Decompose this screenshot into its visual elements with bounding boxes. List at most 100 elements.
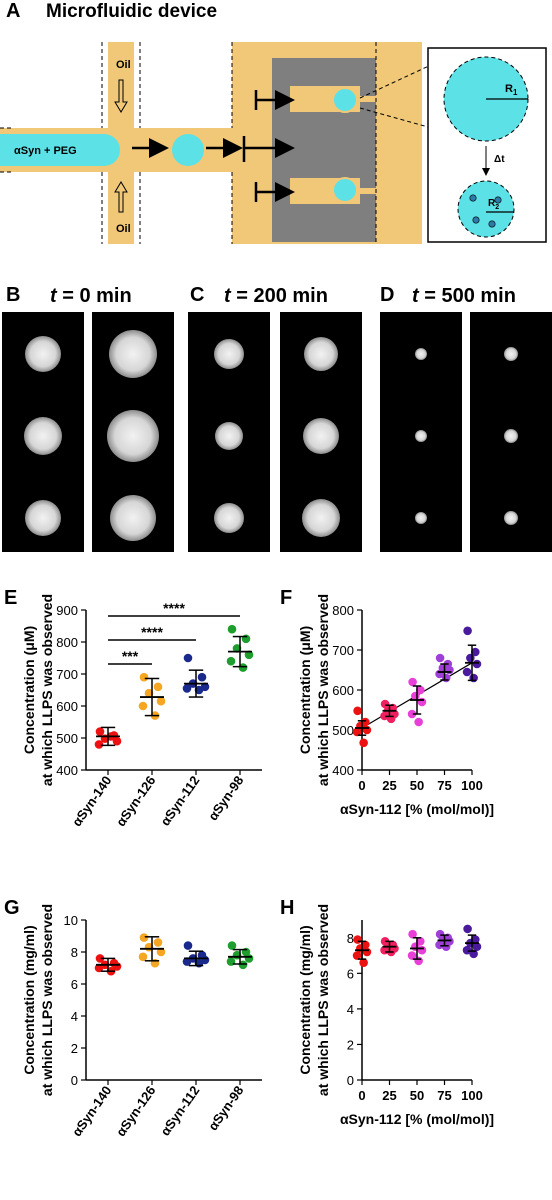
droplet-image (504, 511, 518, 525)
microfluidic-device-diagram: αSyn + PEG Oil Oil R1 Δt R2 (0, 42, 547, 244)
y-tick-label: 900 (56, 603, 78, 618)
inset-droplet-small (457, 180, 515, 238)
data-point (353, 706, 362, 716)
data-point (407, 951, 417, 960)
data-point (95, 727, 105, 736)
droplet-image (504, 429, 518, 443)
svg-text:R1: R1 (505, 83, 518, 97)
data-point (138, 952, 148, 962)
droplet-image (25, 336, 61, 372)
y-tick-label: 4 (71, 1009, 78, 1024)
x-tick-label: 75 (437, 778, 451, 793)
data-point (472, 942, 482, 951)
microscopy-pane (470, 312, 552, 552)
data-point (463, 924, 472, 934)
panel-letter: G (4, 900, 20, 919)
y-axis-label: at which LLPS was observed (315, 594, 331, 786)
data-point (435, 653, 445, 663)
data-point (232, 644, 242, 653)
data-point (411, 691, 420, 701)
data-point (471, 647, 480, 657)
data-point (112, 736, 122, 746)
data-point (226, 656, 236, 666)
data-point (238, 960, 248, 970)
data-point (244, 954, 254, 963)
y-axis-label: Concentration (μM) (297, 626, 313, 754)
x-axis-label: αSyn-112 [% (mol/mol)] (340, 1111, 494, 1127)
data-point (445, 665, 454, 675)
data-point (407, 709, 417, 719)
category-label: αSyn-112 (157, 773, 202, 828)
y-tick-label: 600 (56, 699, 78, 714)
droplet-image (110, 495, 156, 541)
x-tick-label: 25 (382, 1088, 396, 1103)
inlet-stream (0, 134, 120, 166)
y-tick-label: 2 (347, 1037, 354, 1052)
panel-letter: F (280, 590, 292, 609)
data-point (380, 699, 390, 709)
category-label: αSyn-98 (205, 773, 246, 823)
droplet-image (504, 347, 518, 361)
data-point (241, 634, 251, 644)
droplet-image (415, 348, 427, 360)
data-point (238, 663, 248, 672)
data-point (244, 650, 254, 660)
droplet-image (24, 417, 62, 455)
y-tick-label: 800 (332, 603, 354, 618)
droplet-image (304, 337, 338, 371)
category-label: αSyn-140 (69, 1083, 114, 1139)
microscopy-pane (2, 312, 84, 552)
data-point (353, 935, 362, 944)
y-tick-label: 700 (56, 667, 78, 682)
data-point (441, 942, 451, 951)
y-axis-label: Concentration (μM) (21, 626, 37, 754)
droplet-image (107, 410, 159, 462)
data-point (95, 954, 105, 963)
data-point (352, 727, 362, 737)
x-tick-label: 100 (461, 1088, 483, 1103)
droplet-image (303, 418, 339, 454)
data-point (359, 958, 368, 967)
data-point (463, 626, 472, 636)
y-tick-label: 700 (332, 643, 354, 658)
significance-label: **** (163, 600, 185, 616)
category-label: αSyn-112 (157, 1083, 202, 1138)
y-tick-label: 6 (347, 966, 354, 981)
svg-text:Oil: Oil (116, 223, 131, 235)
svg-text:R2: R2 (488, 198, 499, 211)
data-point (182, 957, 192, 966)
y-tick-label: 10 (64, 913, 78, 928)
data-point (417, 697, 427, 707)
data-point (380, 711, 389, 721)
droplet-trap-1 (332, 87, 358, 113)
category-label: αSyn-140 (69, 773, 114, 829)
data-point (362, 725, 372, 735)
category-label: αSyn-98 (205, 1083, 246, 1133)
panel-letter: E (4, 590, 17, 609)
y-tick-label: 600 (332, 683, 354, 698)
y-axis-label: at which LLPS was observed (39, 594, 55, 786)
time-label-c: t = 200 min (224, 285, 328, 307)
data-point (417, 945, 427, 955)
data-point (362, 947, 372, 957)
droplet-image (109, 330, 157, 378)
droplet-image (415, 430, 427, 442)
category-label: αSyn-126 (113, 773, 158, 829)
droplet-image (214, 503, 244, 533)
y-axis-label: Concentration (mg/ml) (21, 925, 37, 1074)
inlet-label: αSyn + PEG (14, 145, 77, 157)
y-tick-label: 400 (332, 763, 354, 778)
data-point (414, 717, 423, 727)
data-point (139, 672, 149, 682)
droplet-image (302, 499, 340, 537)
data-point (359, 738, 368, 748)
x-tick-label: 50 (410, 1088, 424, 1103)
data-point (435, 940, 444, 950)
data-point (408, 677, 417, 687)
data-point (441, 673, 451, 683)
droplet-flowing (172, 134, 204, 166)
x-tick-label: 75 (437, 1088, 451, 1103)
data-point (408, 929, 417, 939)
